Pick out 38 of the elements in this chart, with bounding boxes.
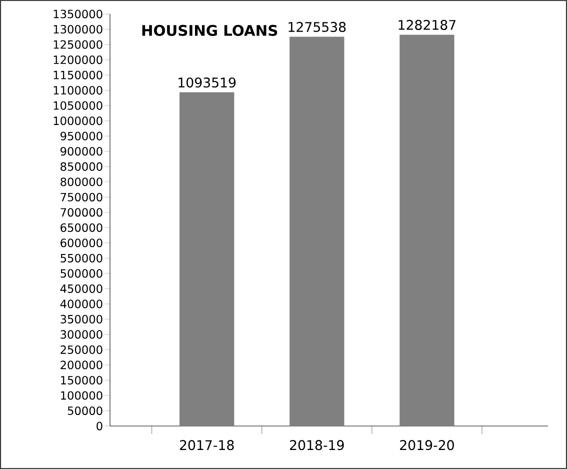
y-tick-label: 1300000	[54, 24, 102, 34]
bar	[290, 36, 344, 426]
y-tick-label: 850000	[60, 162, 102, 171]
x-tick-label: 2017-18	[180, 440, 234, 450]
data-label: 1093519	[178, 77, 236, 88]
x-tick-label: 2019-20	[400, 440, 454, 450]
y-tick-label: 1000000	[54, 116, 102, 126]
y-tick-label: 200000	[60, 360, 102, 370]
y-tick-label: 650000	[60, 223, 102, 232]
y-tick-label: 0	[96, 422, 102, 430]
data-label: 1282187	[398, 20, 456, 30]
y-tick-label: 950000	[60, 132, 102, 140]
y-tick-label: 250000	[60, 345, 102, 354]
x-tick-label: 2018-19	[290, 440, 344, 450]
y-tick-label: 1150000	[54, 70, 102, 80]
data-label: 1275538	[288, 22, 346, 32]
y-tick-label: 600000	[60, 238, 102, 248]
y-tick-label: 750000	[60, 192, 102, 202]
y-tick-label: 1100000	[54, 86, 102, 95]
bar	[180, 92, 234, 426]
y-tick-label: 500000	[60, 269, 102, 278]
y-tick-label: 1250000	[54, 40, 102, 49]
y-tick-label: 450000	[60, 284, 102, 293]
y-tick-label: 800000	[60, 178, 102, 186]
y-tick-label: 350000	[60, 314, 102, 324]
text: HOUSING LOANS	[142, 24, 278, 36]
bar	[400, 34, 454, 426]
y-tick-label: 700000	[60, 208, 102, 217]
y-tick-label: 50000	[68, 406, 102, 416]
y-tick-label: 300000	[60, 330, 102, 339]
y-tick-label: 1050000	[54, 101, 102, 110]
y-tick-label: 900000	[60, 147, 102, 156]
y-tick-label: 400000	[60, 300, 102, 308]
y-tick-label: 1350000	[54, 10, 102, 18]
y-tick-label: 100000	[61, 391, 102, 400]
y-tick-label: 550000	[60, 254, 102, 262]
y-tick-label: 1200000	[54, 55, 102, 64]
y-tick-label: 150000	[61, 376, 102, 385]
